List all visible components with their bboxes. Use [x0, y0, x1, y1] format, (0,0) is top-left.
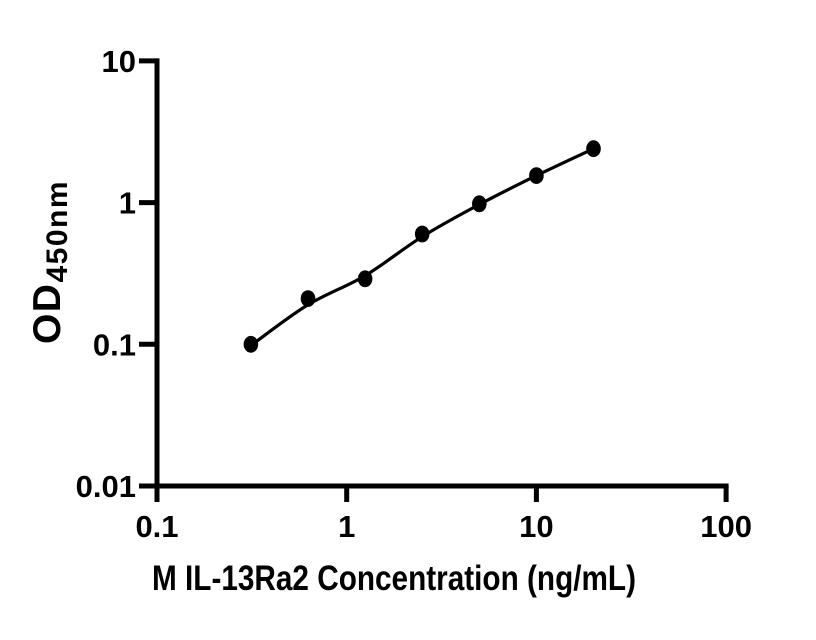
y-tick-label: 1: [119, 186, 136, 221]
data-point: [414, 225, 430, 243]
data-point: [357, 270, 373, 288]
x-tick-label: 10: [519, 509, 553, 544]
data-point: [472, 195, 487, 213]
y-axis-title: OD450nm: [26, 180, 74, 344]
data-point: [529, 167, 544, 185]
y-axis-title-subscript: 450nm: [41, 180, 74, 283]
x-tick-label: 0.1: [135, 509, 178, 544]
y-tick-label: 0.1: [93, 327, 136, 362]
y-axis-title-main: OD: [26, 283, 69, 345]
x-axis-title: M IL-13Ra2 Concentration (ng/mL): [152, 559, 636, 598]
data-point: [243, 335, 259, 353]
data-point: [300, 290, 316, 307]
x-tick-label: 1: [338, 509, 355, 544]
x-tick-label: 100: [700, 509, 752, 544]
y-tick-label: 0.01: [76, 469, 136, 504]
y-tick-label: 10: [102, 44, 136, 79]
data-point: [586, 140, 601, 158]
